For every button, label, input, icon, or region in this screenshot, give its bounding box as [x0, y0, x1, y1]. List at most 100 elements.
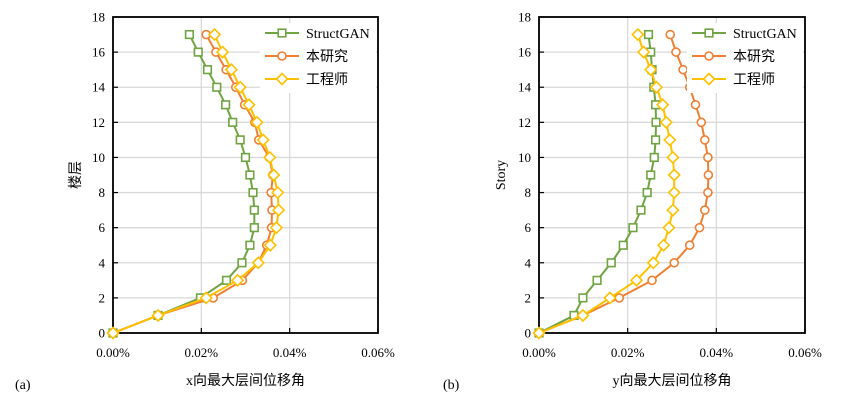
y-tick-label: 14 — [518, 80, 532, 95]
data-point-square — [636, 205, 646, 215]
data-point-square — [237, 258, 247, 268]
x-axis-label: y向最大层间位移角 — [613, 373, 732, 389]
data-point-square — [245, 240, 255, 250]
plot-frame — [538, 16, 806, 334]
data-point-square — [221, 100, 231, 110]
data-point-square — [248, 187, 258, 198]
data-point-circle — [704, 51, 714, 61]
data-point-circle — [669, 257, 680, 268]
y-tick-label: 6 — [99, 220, 106, 235]
y-tick-label: 8 — [99, 185, 106, 200]
data-point-square — [592, 275, 602, 285]
series-1 — [534, 29, 714, 338]
data-point-diamond — [636, 45, 651, 59]
data-point-circle — [696, 117, 707, 128]
data-point-diamond — [603, 291, 617, 305]
data-point-diamond — [242, 98, 256, 112]
y-axis-label: Story — [494, 160, 509, 190]
data-point-diamond — [215, 45, 230, 59]
y-tick-label: 0 — [525, 326, 532, 341]
data-point-circle — [703, 152, 713, 163]
data-point-diamond — [666, 203, 680, 217]
data-point-diamond — [666, 150, 680, 165]
plot-frame — [112, 16, 379, 334]
series-2 — [106, 27, 286, 340]
y-tick-label: 10 — [518, 150, 531, 165]
x-tick-label: 0.02% — [185, 345, 219, 360]
data-point-square — [618, 240, 628, 250]
data-point-diamond — [263, 150, 277, 165]
data-point-square — [277, 28, 287, 38]
data-point-square — [704, 28, 714, 38]
legend-label: StructGAN — [733, 27, 797, 42]
y-axis-label: 楼层 — [68, 161, 84, 189]
data-point-square — [578, 293, 588, 303]
data-point-circle — [684, 240, 695, 251]
data-point-diamond — [271, 185, 285, 200]
data-point-diamond — [256, 133, 270, 147]
data-point-square — [606, 258, 616, 268]
x-tick-label: 0.06% — [361, 345, 395, 360]
data-point-circle — [700, 205, 710, 215]
data-point-square — [228, 117, 238, 127]
data-point-diamond — [251, 256, 265, 270]
data-point-square — [651, 117, 661, 127]
data-point-diamond — [106, 326, 120, 340]
series-2 — [532, 27, 681, 340]
y-tick-label: 4 — [525, 255, 532, 270]
data-point-square — [202, 65, 213, 75]
legend-label: StructGAN — [306, 27, 370, 42]
data-point-square — [212, 82, 222, 92]
y-tick-label: 10 — [92, 150, 105, 165]
data-point-square — [628, 223, 638, 233]
x-tick-label: 0.04% — [273, 345, 307, 360]
legend-label: 本研究 — [733, 49, 775, 65]
data-point-circle — [277, 51, 287, 61]
data-point-diamond — [269, 221, 284, 235]
data-point-diamond — [230, 273, 245, 287]
data-point-diamond — [263, 238, 277, 252]
data-point-circle — [700, 135, 710, 145]
series-0 — [534, 29, 661, 338]
y-tick-label: 18 — [518, 10, 531, 25]
y-tick-label: 2 — [99, 290, 106, 305]
series-line — [112, 34, 280, 334]
data-point-circle — [647, 275, 657, 286]
data-point-diamond — [667, 185, 681, 200]
data-point-diamond — [644, 63, 658, 77]
data-point-square — [643, 29, 654, 40]
data-point-circle — [703, 187, 713, 198]
data-point-diamond — [656, 238, 671, 252]
data-point-diamond — [656, 98, 670, 112]
data-point-diamond — [532, 326, 546, 340]
x-tick-label: 0.06% — [788, 345, 822, 360]
x-tick-label: 0.02% — [611, 345, 645, 360]
data-point-diamond — [576, 308, 590, 323]
data-point-diamond — [702, 72, 716, 86]
data-point-square — [646, 170, 656, 180]
data-point-diamond — [275, 72, 289, 86]
data-point-diamond — [207, 27, 222, 42]
series-line — [538, 34, 676, 334]
data-point-circle — [703, 170, 714, 180]
data-point-diamond — [629, 273, 644, 287]
y-tick-label: 2 — [525, 290, 532, 305]
legend-label: 工程师 — [306, 72, 348, 88]
data-point-circle — [678, 64, 688, 75]
data-point-circle — [671, 47, 681, 57]
y-tick-label: 18 — [92, 10, 105, 25]
data-point-diamond — [649, 80, 664, 94]
data-point-circle — [694, 222, 705, 233]
x-tick-label: 0.00% — [522, 345, 556, 360]
series-line — [112, 34, 256, 334]
data-point-diamond — [663, 133, 677, 147]
x-axis-label: x向最大层间位移角 — [186, 373, 305, 389]
y-tick-label: 12 — [92, 115, 105, 130]
data-point-square — [245, 170, 255, 180]
series-line — [112, 34, 274, 334]
data-point-square — [193, 47, 203, 57]
y-tick-label: 6 — [525, 220, 532, 235]
data-point-diamond — [646, 256, 661, 270]
